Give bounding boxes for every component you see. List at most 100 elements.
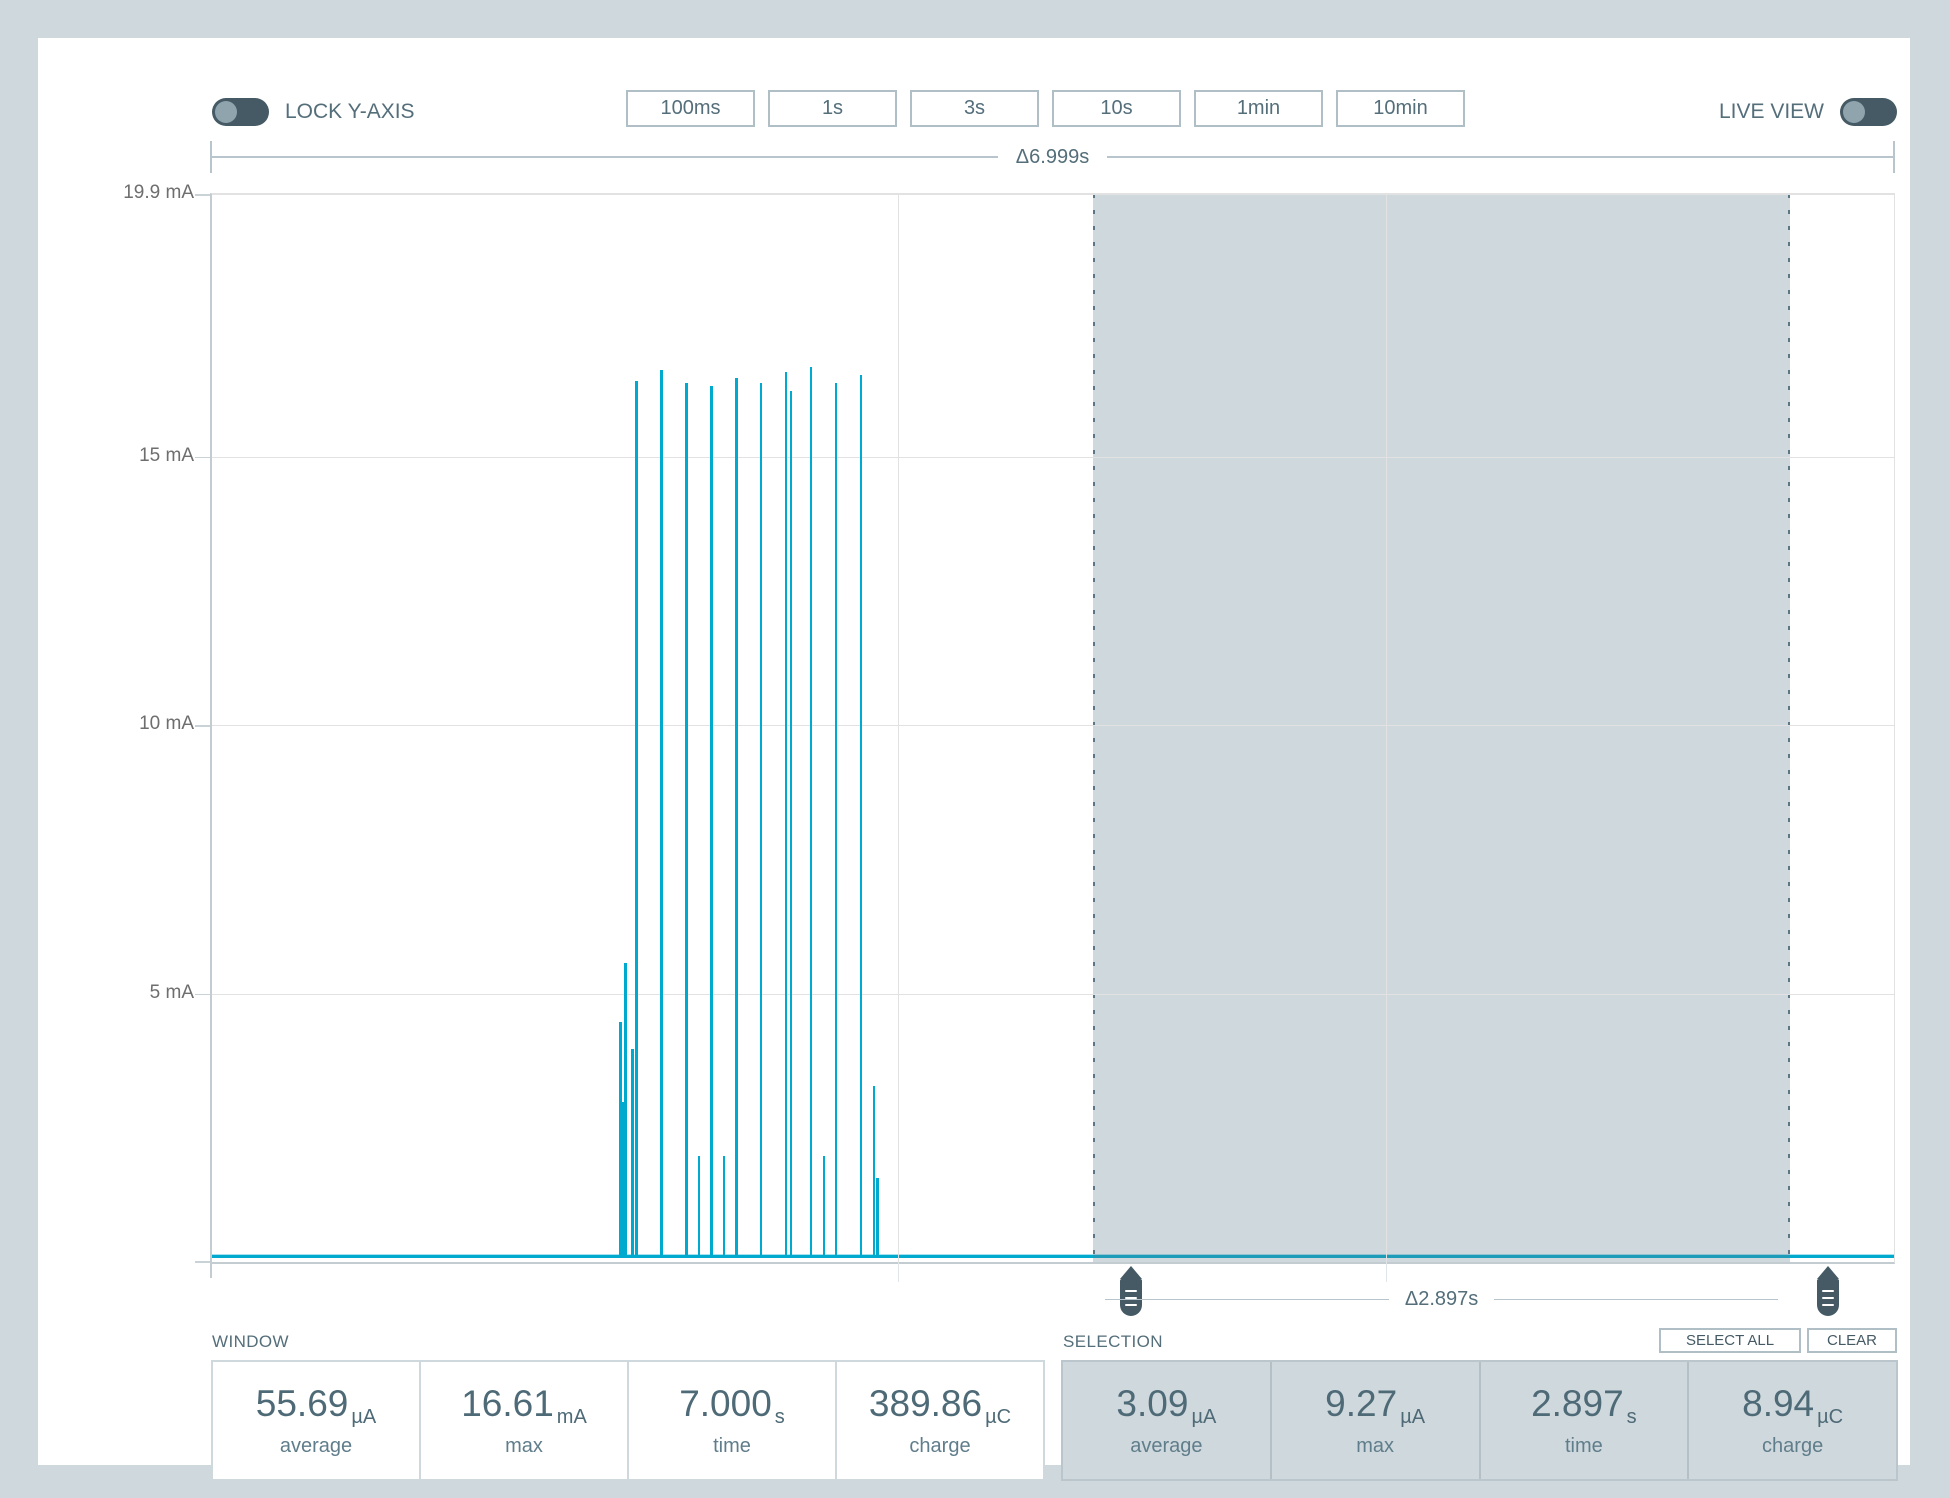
y-axis-label: 15 mA: [139, 444, 194, 466]
waveform-spike: [621, 1102, 625, 1258]
handle-point-icon: [1120, 1266, 1143, 1279]
horizontal-gridline: [212, 456, 1894, 458]
window-stat-average: 55.69 µA average: [213, 1362, 421, 1479]
clear-button[interactable]: CLEAR: [1807, 1328, 1897, 1353]
selection-stat-charge: 8.94 µC charge: [1689, 1362, 1896, 1479]
vertical-gridline-tail: [1385, 1262, 1388, 1282]
window-delta-label: Δ6.999s: [1015, 145, 1090, 168]
y-axis-tail: [210, 1262, 212, 1278]
stat-value: 3.09 µA: [1116, 1383, 1217, 1428]
select-all-button[interactable]: SELECT ALL: [1659, 1328, 1801, 1353]
selection-edge-right[interactable]: [1787, 194, 1790, 1262]
selection-edge-left[interactable]: [1093, 194, 1096, 1262]
waveform-spike: [697, 1156, 701, 1258]
stat-label: charge: [1762, 1435, 1824, 1457]
stat-label: charge: [909, 1435, 971, 1457]
stat-value: 7.000 s: [679, 1383, 785, 1428]
time-range-buttons: 100ms 1s 3s 10s 1min 10min: [626, 90, 1465, 127]
y-axis-tickmark: [195, 725, 210, 727]
y-axis-tickmark: [195, 456, 210, 459]
waveform-spike: [789, 391, 793, 1258]
stat-value: 8.94 µC: [1742, 1383, 1844, 1428]
waveform-spike: [872, 1086, 876, 1258]
range-button-1min[interactable]: 1min: [1194, 90, 1323, 127]
window-stat-charge: 389.86 µC charge: [837, 1362, 1043, 1479]
waveform-spike: [822, 1156, 826, 1258]
waveform-spike: [784, 372, 788, 1258]
range-button-3s[interactable]: 3s: [910, 90, 1039, 127]
stat-label: average: [1130, 1435, 1203, 1457]
selection-delta-label: Δ2.897s: [1404, 1288, 1479, 1310]
range-button-10s[interactable]: 10s: [1052, 90, 1181, 127]
toggle-knob-icon: [215, 101, 237, 123]
window-section-label: WINDOW: [212, 1332, 289, 1351]
window-stats-panel: 55.69 µA average 16.61 mA max 7.000 s time …: [211, 1360, 1045, 1481]
stat-label: max: [505, 1435, 543, 1457]
selection-stats-panel: 3.09 µA average 9.27 µA max 2.897 s time 8.…: [1061, 1360, 1898, 1481]
waveform-spike: [722, 1156, 726, 1258]
horizontal-gridline: [212, 725, 1894, 727]
y-axis-tickmark: [195, 194, 210, 196]
selection-stat-max: 9.27 µA max: [1272, 1362, 1481, 1479]
waveform-spike: [809, 366, 813, 1258]
waveform-spike: [660, 369, 663, 1258]
range-button-1s[interactable]: 1s: [768, 90, 897, 127]
vertical-gridline: [897, 194, 900, 1262]
waveform-spike: [685, 383, 688, 1258]
range-button-100ms[interactable]: 100ms: [626, 90, 755, 127]
vertical-gridline-tail: [897, 1262, 900, 1282]
waveform-spike: [619, 1021, 622, 1258]
waveform-spike: [631, 1048, 634, 1258]
toggle-knob-icon: [1843, 101, 1865, 123]
bracket-cap-left: [210, 141, 212, 173]
main-card: LOCK Y-AXIS 100ms 1s 3s 10s 1min 10min L…: [38, 38, 1910, 1481]
stat-label: max: [1356, 1435, 1395, 1457]
stat-value: 389.86 µC: [868, 1383, 1012, 1428]
bracket-line: [210, 156, 998, 158]
waveform-baseline: [212, 1255, 1894, 1258]
y-axis-tickmark: [195, 993, 210, 996]
bracket-line: [1107, 156, 1896, 158]
selection-section-label: SELECTION: [1063, 1332, 1163, 1351]
selection-overlay[interactable]: [1093, 194, 1790, 1262]
horizontal-gridline: [212, 194, 1894, 195]
connector-line: [1105, 1299, 1389, 1300]
handle-point-icon: [1816, 1266, 1839, 1279]
horizontal-gridline: [212, 993, 1894, 995]
waveform-spike: [834, 383, 838, 1258]
stat-label: average: [279, 1435, 353, 1457]
window-stat-time: 7.000 s time: [629, 1362, 837, 1479]
waveform-spike: [735, 377, 738, 1258]
plot-area[interactable]: 19.9 mA 15 mA 10 mA 5 mA: [123, 182, 1895, 1282]
handle-grip-icon: [1816, 1279, 1839, 1316]
waveform-spike: [710, 385, 713, 1258]
stat-value: 55.69 µA: [255, 1383, 377, 1428]
connector-line: [1494, 1299, 1778, 1300]
stat-label: time: [1564, 1435, 1603, 1457]
live-view-toggle[interactable]: [1840, 98, 1897, 126]
waveform-spike: [759, 383, 763, 1258]
selection-delta-connector: Δ2.897s: [1105, 1288, 1778, 1311]
y-axis-label: 10 mA: [139, 713, 194, 735]
selection-stat-time: 2.897 s time: [1481, 1362, 1690, 1479]
y-axis-label: 19.9 mA: [123, 182, 194, 203]
stat-value: 16.61 mA: [461, 1383, 587, 1428]
lock-y-axis-toggle[interactable]: [212, 98, 269, 126]
window-stat-max: 16.61 mA max: [421, 1362, 629, 1479]
selection-stat-average: 3.09 µA average: [1063, 1362, 1272, 1479]
waveform-spike: [624, 962, 627, 1258]
live-view-label: LIVE VIEW: [1718, 100, 1824, 123]
lock-y-axis-label: LOCK Y-AXIS: [285, 100, 415, 123]
selection-handle-left[interactable]: [1120, 1266, 1143, 1316]
y-axis-label: 5 mA: [149, 981, 194, 1003]
y-axis-tickmark: [195, 1261, 210, 1263]
waveform-spike: [635, 380, 638, 1258]
stat-label: time: [713, 1435, 751, 1457]
range-button-10min[interactable]: 10min: [1336, 90, 1465, 127]
handle-grip-icon: [1120, 1279, 1143, 1316]
stat-value: 2.897 s: [1531, 1383, 1637, 1428]
window-delta-bracket: Δ6.999s: [210, 145, 1896, 168]
waveform-spike: [876, 1177, 879, 1258]
selection-handle-right[interactable]: [1816, 1266, 1839, 1316]
